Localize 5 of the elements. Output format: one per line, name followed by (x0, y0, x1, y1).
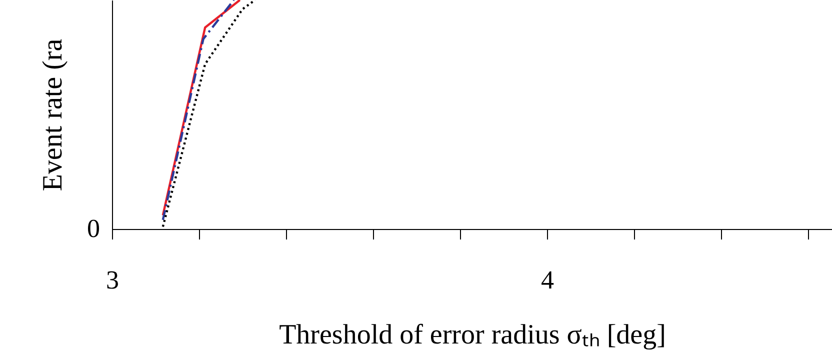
x-axis-title: Threshold of error radius σₜₕ [deg] (279, 320, 666, 350)
x-tick-label: 4 (541, 266, 554, 294)
text: 0 (87, 214, 100, 243)
x-tick-label: 3 (106, 266, 119, 294)
y-axis-title: Event rate (ra (38, 38, 68, 192)
